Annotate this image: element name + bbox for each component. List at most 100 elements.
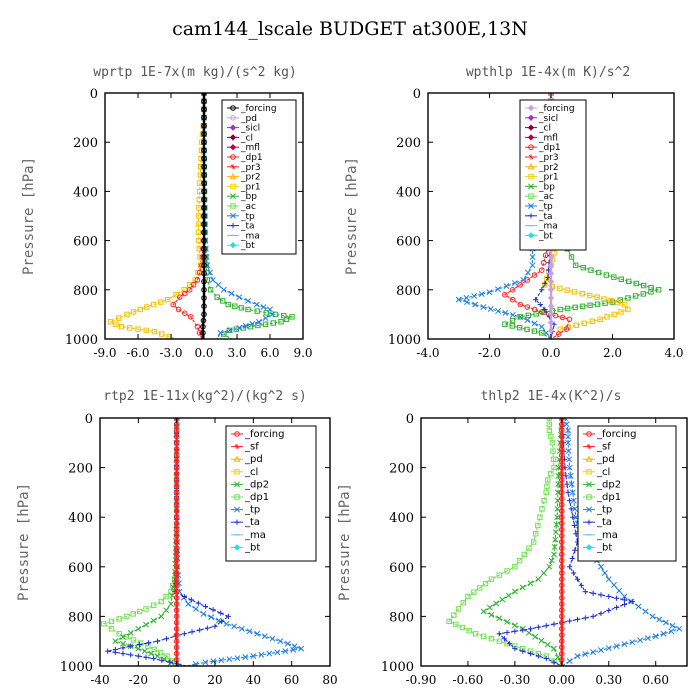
series-point <box>520 627 526 633</box>
series-point <box>112 638 119 645</box>
series-point <box>228 290 235 297</box>
series-point <box>242 654 249 661</box>
series-point <box>163 607 170 614</box>
series-point <box>559 502 565 508</box>
series-point <box>613 595 620 601</box>
series-point <box>207 287 214 293</box>
legend-entry-label: _bt <box>596 542 612 553</box>
legend-entry-label: _pr3 <box>240 163 261 173</box>
series-point <box>640 291 646 297</box>
y-tick-label: 400 <box>389 511 414 526</box>
series-point <box>173 557 180 564</box>
series-point <box>618 276 624 282</box>
series-point <box>163 636 170 642</box>
series-point <box>159 331 165 337</box>
legend-marker <box>230 193 236 200</box>
series-point <box>204 625 210 631</box>
series-point <box>145 643 151 649</box>
panel-title: wprtp 1E-7x(m kg)/(s^2 kg) <box>93 65 297 80</box>
series-point <box>181 290 188 297</box>
legend-entry-label: _pr1 <box>538 173 559 183</box>
series-point <box>551 621 557 627</box>
legend: _forcing_pd_sicl_cl_mfl_dp1_pr3_pr2_pr1_… <box>221 99 297 255</box>
series-point <box>201 114 207 121</box>
series-point <box>559 619 565 626</box>
series-point <box>254 630 261 637</box>
series-point <box>120 651 126 657</box>
series-point <box>559 533 565 539</box>
series-point <box>201 131 207 137</box>
series-point <box>590 649 597 656</box>
series-point <box>557 285 563 292</box>
series-point <box>547 311 555 318</box>
series-point <box>181 287 187 293</box>
legend-entry-label: _ma <box>596 530 618 541</box>
series-point <box>173 526 180 533</box>
series-group <box>101 418 305 666</box>
series-point <box>214 294 220 300</box>
series-point <box>453 621 459 628</box>
series-point <box>232 303 238 309</box>
series-point <box>478 291 485 298</box>
legend-entry-label: _dp1 <box>596 492 621 503</box>
series-point <box>598 610 604 617</box>
series-point <box>201 147 207 154</box>
series-point <box>173 595 180 601</box>
series-point <box>565 448 572 455</box>
series-point <box>587 302 593 308</box>
series-point <box>220 298 226 304</box>
series-point <box>283 316 290 323</box>
series-point <box>547 294 555 302</box>
chart-panel-3: rtp2 1E-11x(kg^2)/(kg^2 s) Pressure [hPa]… <box>16 389 338 687</box>
series-point <box>466 627 472 634</box>
series-point <box>194 323 201 330</box>
legend-marker <box>586 494 592 500</box>
legend-marker <box>234 519 240 525</box>
series-point <box>552 536 559 543</box>
series-point <box>195 600 201 606</box>
series-point <box>262 321 269 327</box>
series-point <box>586 292 593 299</box>
series-point <box>173 619 180 626</box>
legend-marker <box>230 183 236 190</box>
series-point <box>486 604 493 611</box>
series-point <box>158 613 165 620</box>
series-point <box>542 306 548 313</box>
series-point <box>543 655 549 662</box>
legend-entry-label: _pr2 <box>538 163 559 173</box>
series-point <box>173 458 180 465</box>
series-point <box>137 641 143 648</box>
series-point <box>559 638 565 645</box>
y-tick-label: 200 <box>68 462 93 477</box>
series-point <box>503 283 510 290</box>
legend-marker <box>230 212 236 219</box>
series-point <box>212 623 218 629</box>
figure-title: cam144_lscale BUDGET at300E,13N <box>172 18 528 40</box>
series-point <box>533 531 539 537</box>
series-point <box>209 277 216 283</box>
series-point <box>225 301 231 308</box>
series-point <box>559 440 565 446</box>
series-point <box>148 650 155 657</box>
series-point <box>127 325 133 331</box>
series-point <box>559 452 565 459</box>
panel-title: rtp2 1E-11x(kg^2)/(kg^2 s) <box>103 389 307 404</box>
series-point <box>539 287 545 293</box>
series-point <box>173 471 180 477</box>
series-point <box>130 611 136 617</box>
series-point <box>611 274 617 280</box>
legend-entry-label: _sicl <box>240 124 260 134</box>
series-point <box>495 286 501 293</box>
series-point <box>594 294 600 300</box>
series-point <box>282 648 289 655</box>
series-point <box>563 473 569 479</box>
series-point <box>613 643 620 650</box>
series-point <box>173 601 180 607</box>
series-point <box>188 314 194 320</box>
series-point <box>595 269 602 276</box>
series-point <box>569 555 575 562</box>
series-point <box>601 296 607 302</box>
legend-entry-label: _bt <box>244 542 260 553</box>
series-point <box>455 296 462 303</box>
series-point <box>269 311 276 318</box>
